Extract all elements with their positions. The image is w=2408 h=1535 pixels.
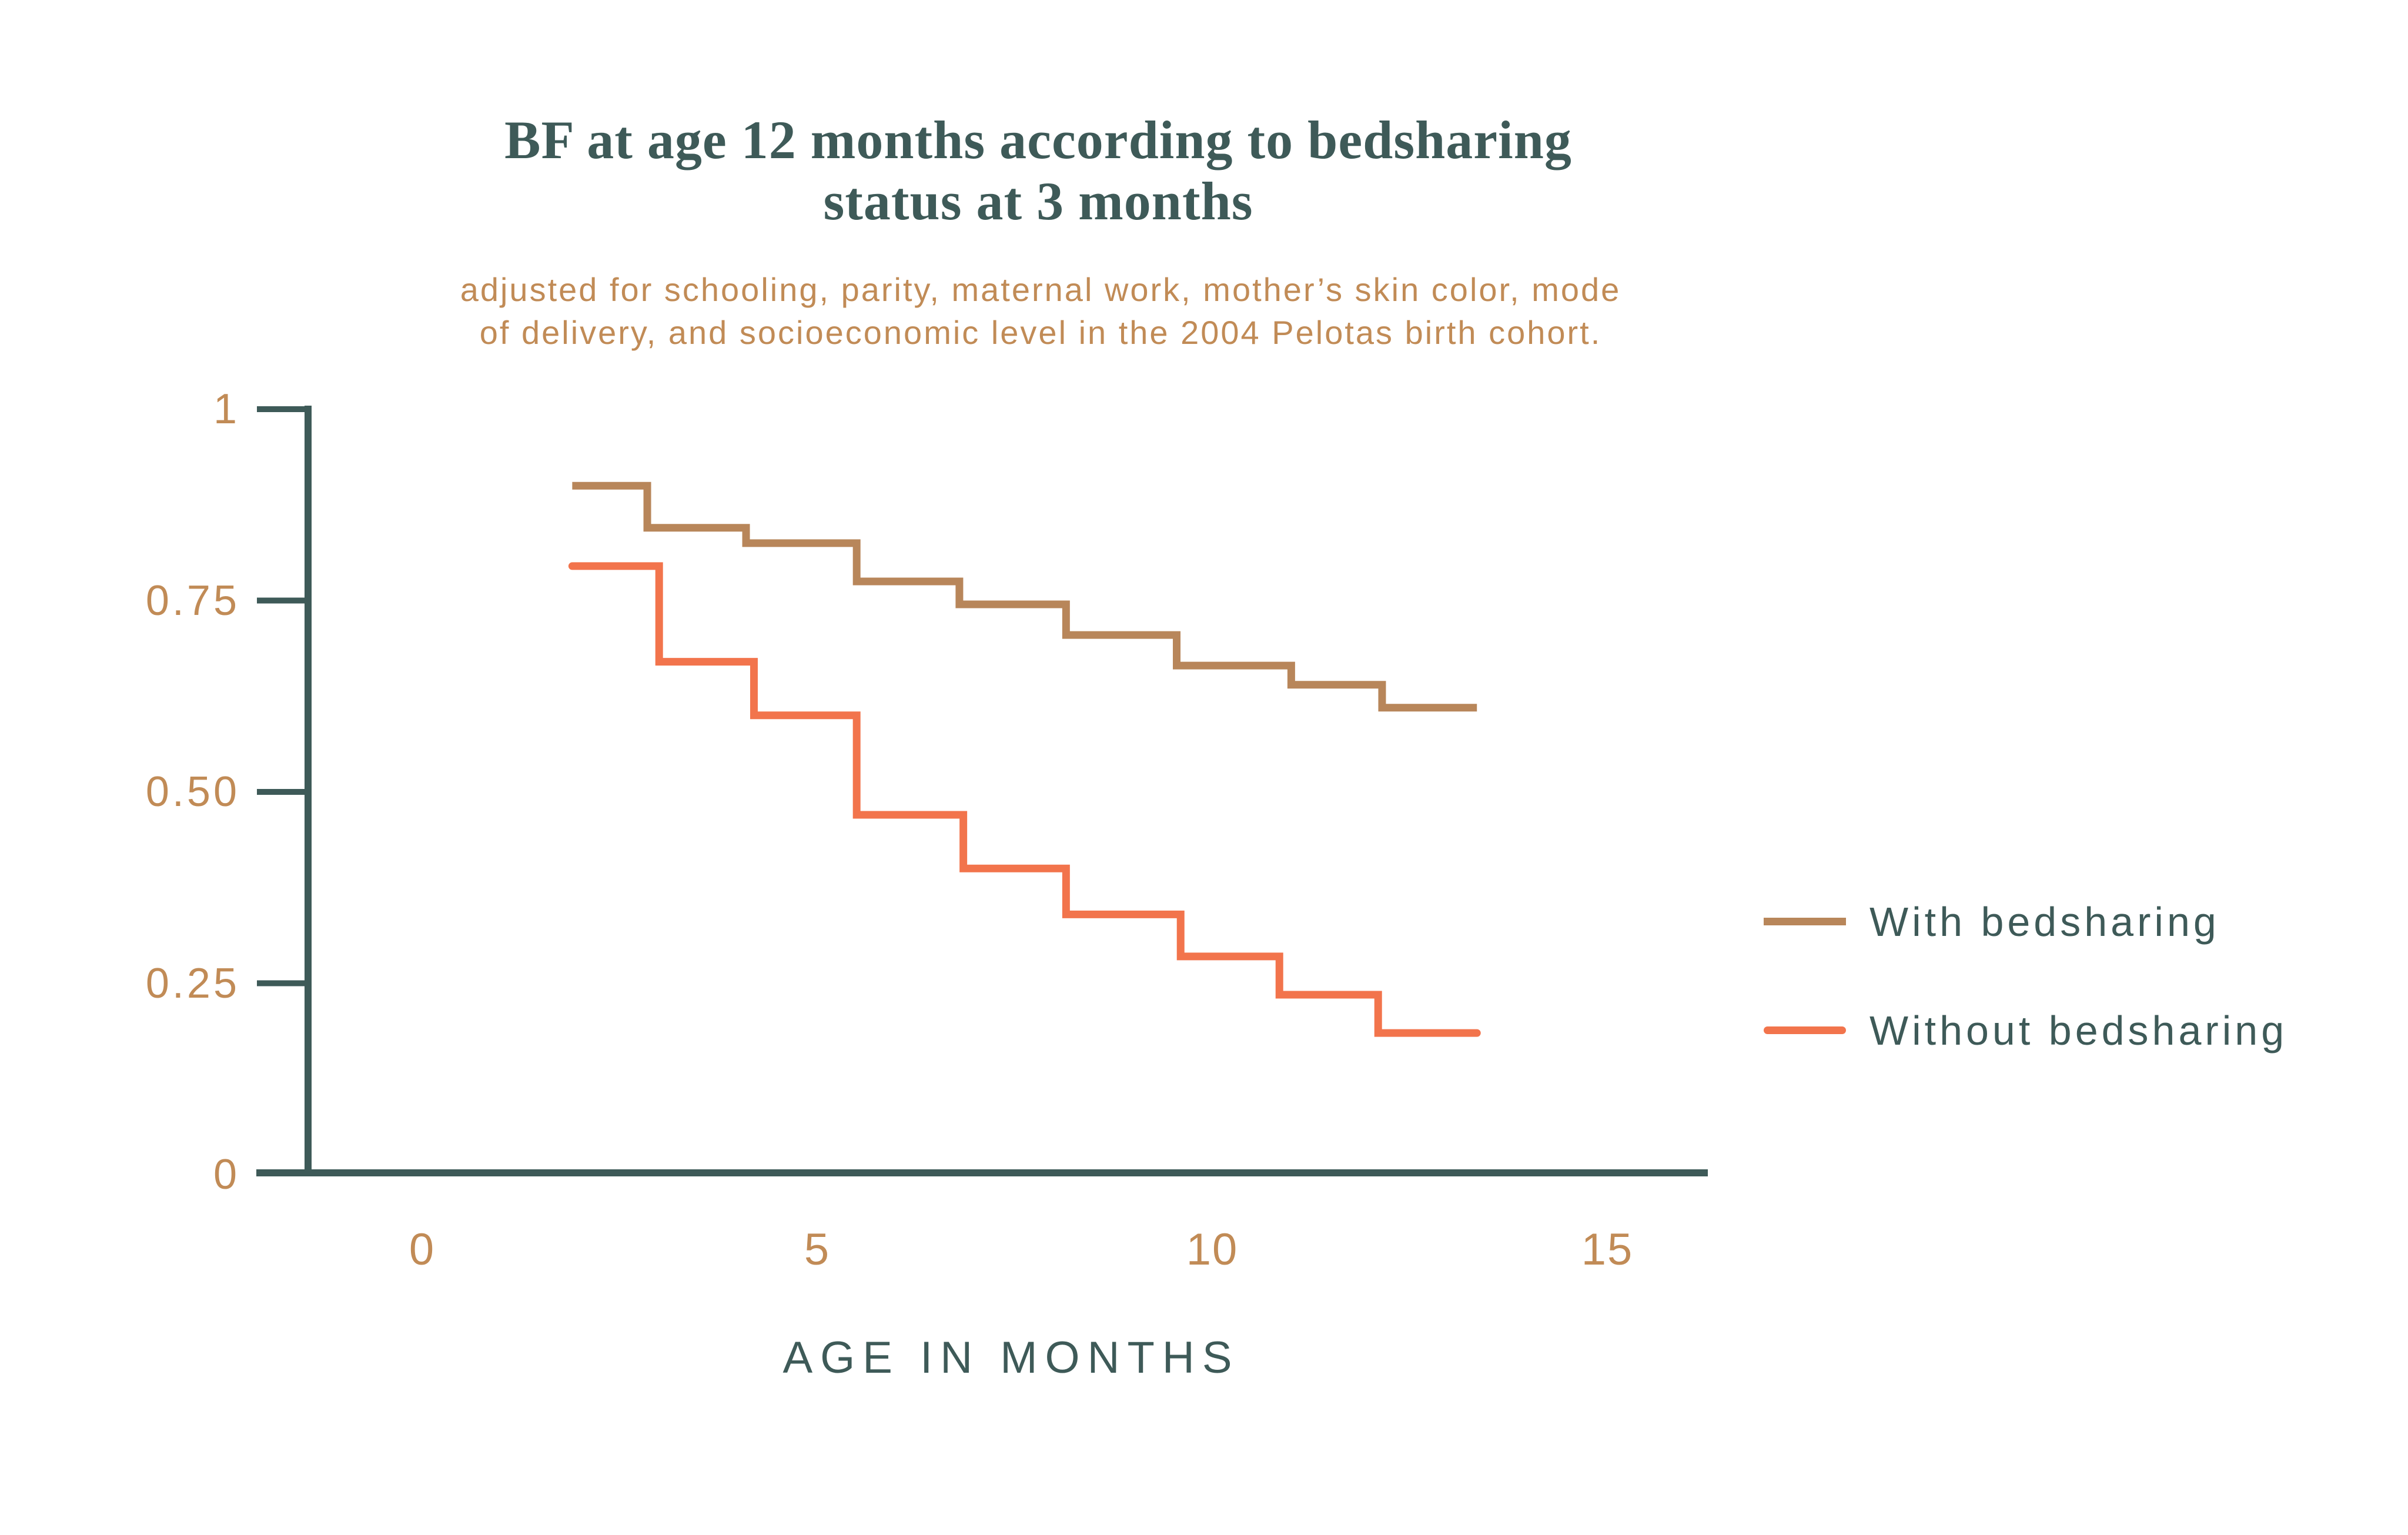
y-tick-mark <box>257 980 310 986</box>
series-line-without-bedsharing <box>568 562 1481 1037</box>
chart-title: BF at age 12 months according to bedshar… <box>424 109 1653 232</box>
x-axis-line <box>256 1169 1708 1176</box>
x-axis-title: AGE IN MONTHS <box>782 1333 1240 1383</box>
y-tick-label: 0.25 <box>145 959 240 1007</box>
x-tick-label: 10 <box>1186 1225 1239 1275</box>
chart-subtitle: adjusted for schooling, parity, maternal… <box>329 268 1752 354</box>
y-tick-label: 0.50 <box>145 768 240 815</box>
chart-subtitle-line1: adjusted for schooling, parity, maternal… <box>460 271 1621 308</box>
y-tick-mark <box>257 789 310 795</box>
x-tick-label: 5 <box>804 1225 831 1275</box>
legend-label-without-bedsharing: Without bedsharing <box>1869 1008 2288 1054</box>
y-tick-label: 0 <box>213 1151 240 1198</box>
series-line-with-bedsharing <box>572 481 1477 712</box>
legend-swatch-without-bedsharing <box>1764 1026 1846 1034</box>
legend-label-with-bedsharing: With bedsharing <box>1869 899 2220 945</box>
x-tick-label: 15 <box>1581 1225 1634 1275</box>
y-tick-label: 0.75 <box>145 577 240 624</box>
y-tick-mark <box>257 406 310 412</box>
chart-title-line1: BF at age 12 months according to bedshar… <box>504 110 1572 170</box>
y-tick-mark <box>257 597 310 604</box>
chart-subtitle-line2: of delivery, and socioeconomic level in … <box>479 314 1602 351</box>
y-tick-label: 1 <box>213 386 240 433</box>
x-tick-label: 0 <box>409 1225 436 1275</box>
legend-swatch-with-bedsharing <box>1764 918 1846 925</box>
chart-title-line2: status at 3 months <box>823 171 1253 231</box>
